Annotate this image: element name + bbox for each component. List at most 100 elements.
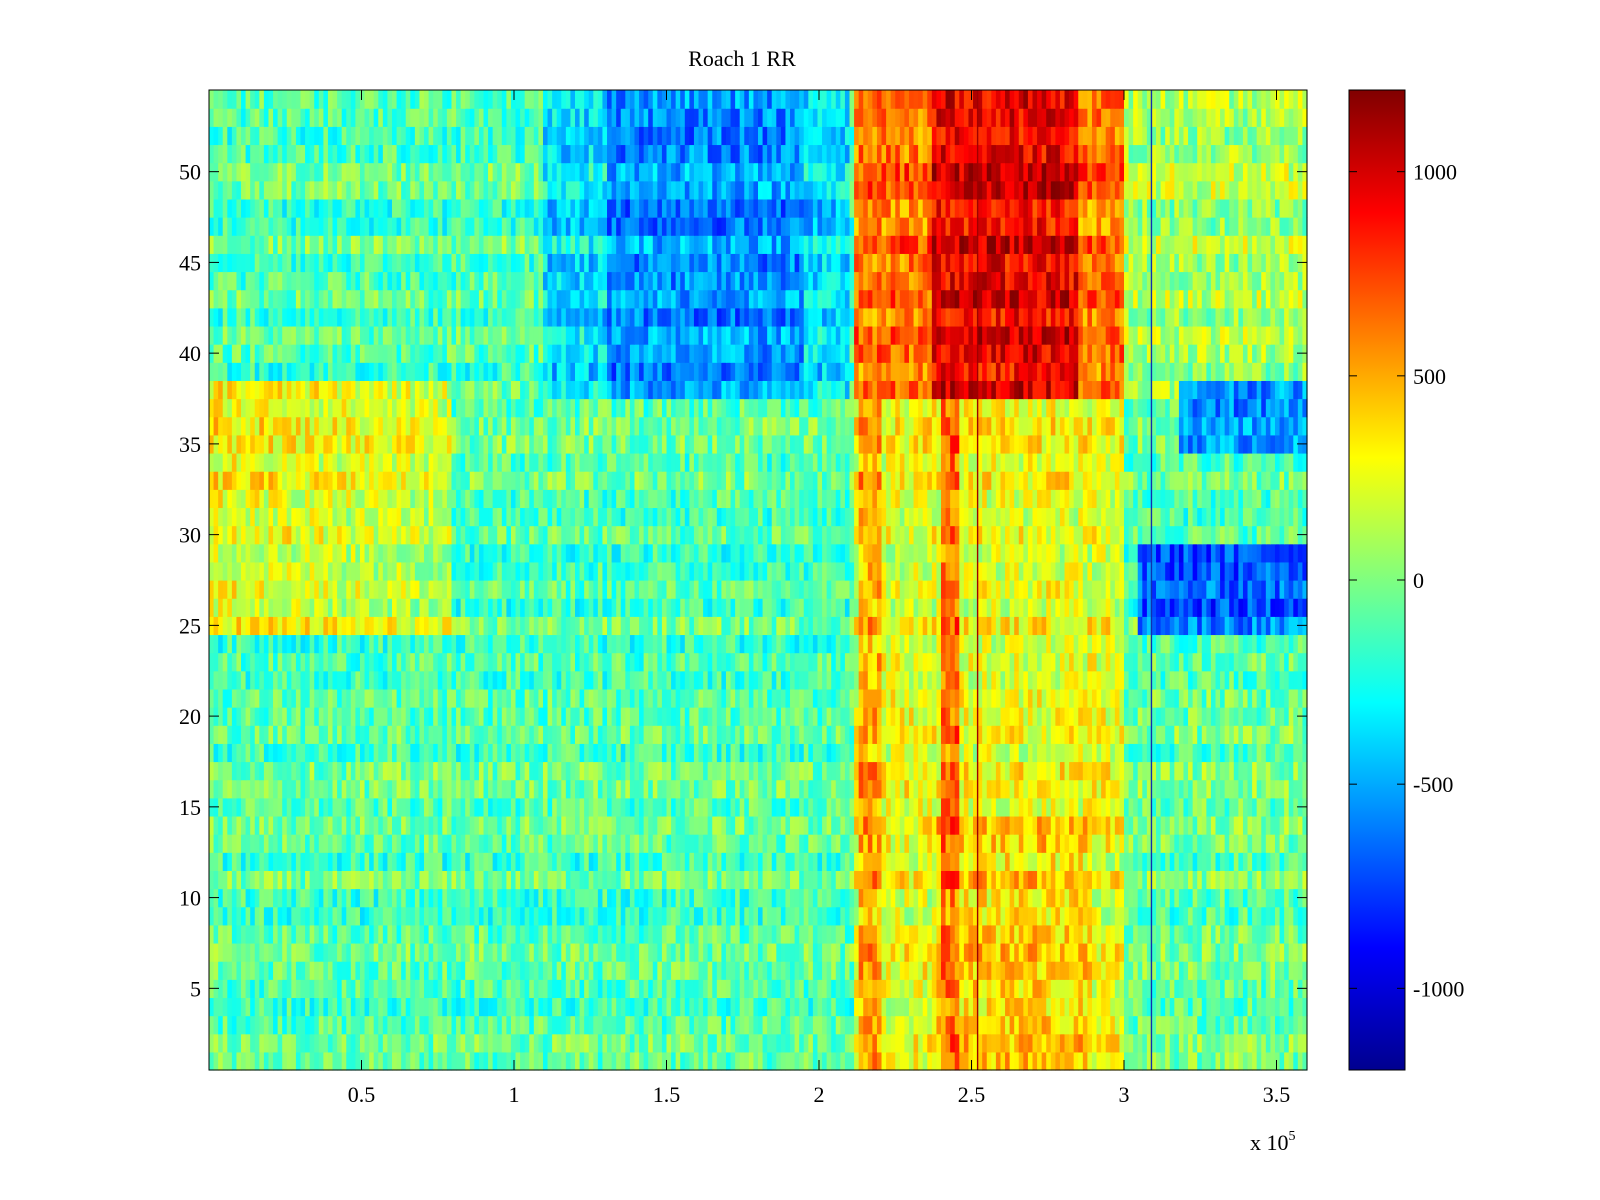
heatmap-cell (373, 997, 379, 1017)
heatmap-cell (1293, 852, 1299, 871)
heatmap-cell (954, 924, 960, 944)
heatmap-cell (1110, 870, 1116, 890)
heatmap-cell (492, 942, 498, 962)
heatmap-cell (1037, 779, 1043, 799)
heatmap-cell (941, 1033, 947, 1053)
heatmap-cell (501, 707, 507, 726)
heatmap-cell (1096, 761, 1102, 781)
heatmap-cell (378, 1015, 384, 1035)
heatmap-cell (474, 961, 480, 980)
heatmap-cell (1151, 1015, 1157, 1035)
heatmap-cell (954, 979, 960, 999)
heatmap-cell (995, 888, 1002, 908)
heatmap-cell (899, 870, 905, 890)
heatmap-cell (831, 761, 837, 781)
heatmap-cell (1165, 815, 1171, 835)
heatmap-cell (451, 688, 457, 708)
heatmap-cell (977, 979, 983, 999)
heatmap-cell (1128, 997, 1134, 1017)
heatmap-cell (433, 942, 439, 962)
heatmap-cell (762, 997, 768, 1017)
heatmap-cell (478, 707, 485, 726)
heatmap-cell (1274, 815, 1281, 835)
heatmap-cell (414, 888, 421, 908)
heatmap-cell (323, 1051, 329, 1071)
heatmap-cell (1265, 1033, 1271, 1053)
heatmap-cell (510, 815, 517, 835)
heatmap-cell (1156, 906, 1162, 926)
heatmap-cell (735, 707, 741, 726)
heatmap-cell (922, 1033, 928, 1053)
heatmap-cell (1133, 815, 1139, 835)
heatmap-cell (424, 815, 430, 835)
heatmap-cell (1215, 852, 1221, 871)
heatmap-cell (785, 979, 791, 999)
heatmap-cell (922, 779, 928, 799)
heatmap-cell (501, 779, 507, 799)
heatmap-cell (941, 834, 947, 853)
heatmap-cell (1055, 707, 1061, 726)
heatmap-cell (684, 761, 690, 781)
heatmap-cell (1082, 779, 1088, 799)
heatmap-cell (268, 688, 274, 708)
heatmap-cell (904, 743, 910, 763)
heatmap-cell (1050, 997, 1056, 1017)
heatmap-cell (364, 888, 370, 908)
heatmap-cell (913, 688, 919, 708)
heatmap-cell (899, 888, 905, 908)
heatmap-cell (876, 725, 883, 744)
heatmap-cell (501, 888, 507, 908)
heatmap-cell (922, 906, 928, 926)
heatmap-cell (1192, 924, 1198, 944)
heatmap-cell (231, 688, 238, 708)
heatmap-cell (748, 1015, 755, 1035)
heatmap-cell (954, 997, 960, 1017)
heatmap-cell (1046, 1033, 1052, 1053)
heatmap-cell (547, 870, 553, 890)
heatmap-cell (959, 815, 965, 835)
heatmap-cell (689, 834, 695, 853)
heatmap-cell (1124, 743, 1130, 763)
heatmap-cell (908, 1051, 915, 1071)
heatmap-cell (762, 1033, 768, 1053)
heatmap-cell (652, 906, 658, 926)
heatmap-cell (286, 725, 292, 744)
heatmap-cell (1160, 906, 1166, 926)
heatmap-cell (913, 997, 919, 1017)
heatmap-cell (744, 979, 750, 999)
heatmap-cell (300, 924, 306, 944)
heatmap-cell (597, 707, 604, 726)
heatmap-cell (945, 888, 951, 908)
heatmap-cell (565, 997, 572, 1017)
heatmap-cell (442, 906, 448, 926)
heatmap-cell (318, 688, 324, 708)
heatmap-cell (1293, 743, 1299, 763)
heatmap-cell (707, 815, 713, 835)
heatmap-cell (776, 815, 782, 835)
heatmap-cell (542, 1051, 549, 1071)
heatmap-cell (259, 888, 265, 908)
heatmap-cell (748, 852, 755, 871)
heatmap-cell (886, 779, 892, 799)
heatmap-cell (835, 725, 841, 744)
heatmap-cell (794, 942, 800, 962)
heatmap-cell (1133, 906, 1139, 926)
heatmap-cell (1064, 725, 1070, 744)
heatmap-cell (808, 1015, 814, 1035)
heatmap-cell (995, 924, 1002, 944)
heatmap-cell (973, 961, 979, 980)
heatmap-cell (890, 688, 896, 708)
heatmap-cell (346, 1033, 352, 1053)
heatmap-cell (1160, 1051, 1166, 1071)
heatmap-cell (1297, 815, 1304, 835)
heatmap-cell (963, 924, 970, 944)
heatmap-cell (565, 888, 572, 908)
heatmap-cell (332, 743, 338, 763)
heatmap-cell (1018, 906, 1024, 926)
heatmap-cell (492, 870, 498, 890)
heatmap-cell (1146, 906, 1153, 926)
heatmap-cell (414, 779, 421, 799)
heatmap-cell (1101, 979, 1107, 999)
heatmap-cell (533, 870, 539, 890)
heatmap-cell (826, 961, 832, 980)
